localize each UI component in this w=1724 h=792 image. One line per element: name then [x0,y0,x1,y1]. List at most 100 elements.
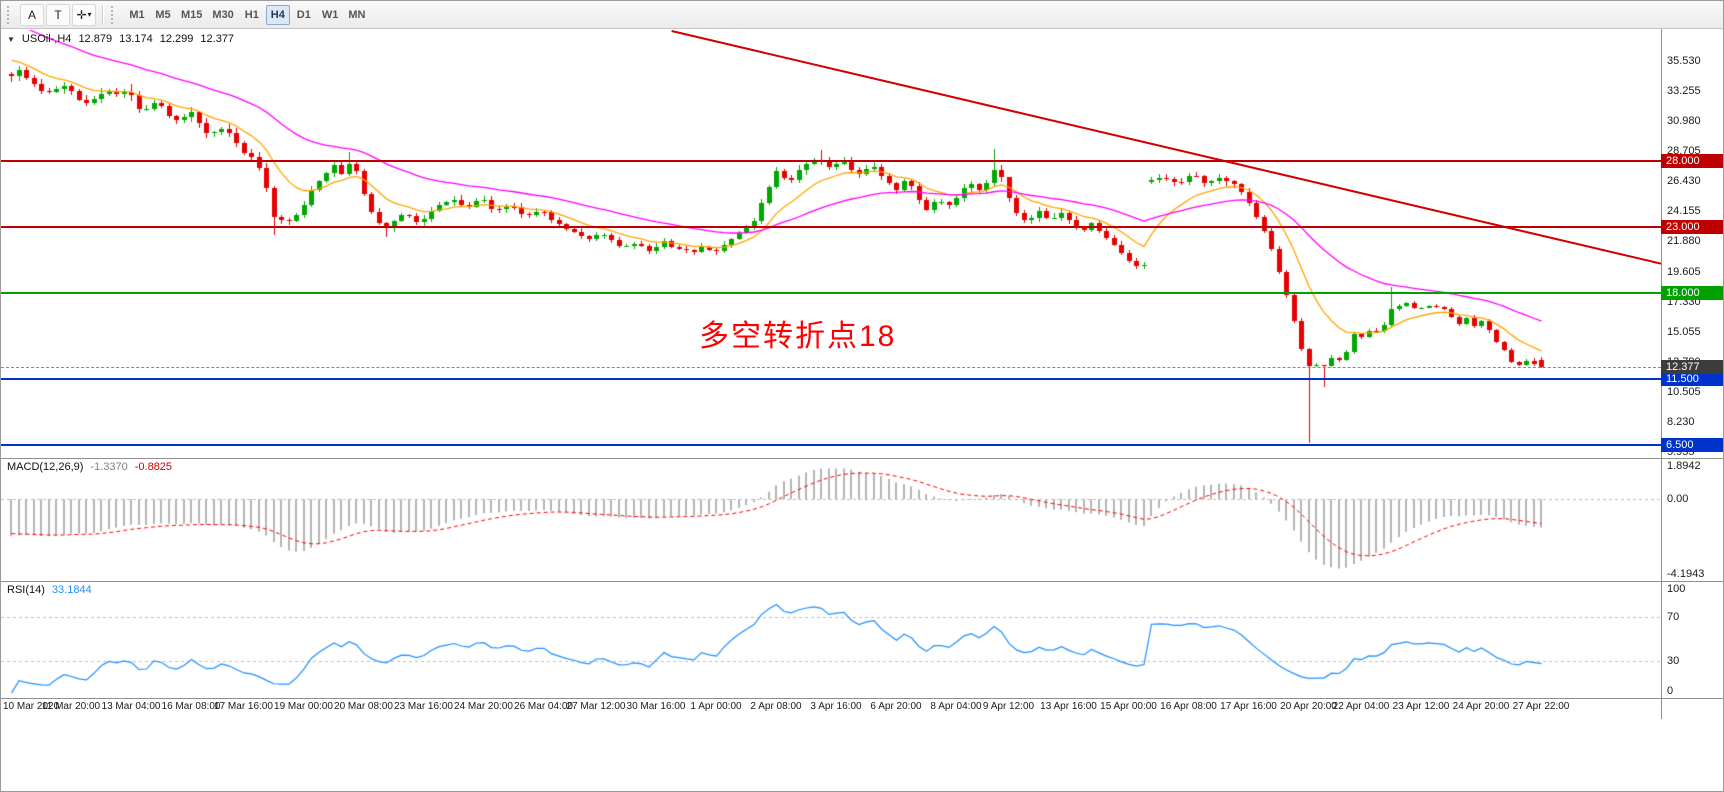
ohlc-close: 12.377 [200,33,235,45]
ohlc-open: 12.879 [78,33,113,45]
macd-panel[interactable] [1,459,1661,581]
time-axis-label: 27 Mar 12:00 [566,701,626,712]
time-axis-label: 23 Mar 16:00 [394,701,453,712]
time-axis-label: 8 Apr 04:00 [930,701,982,712]
time-axis-label: 9 Apr 12:00 [982,701,1035,712]
price-tick-label: 19.605 [1667,265,1701,278]
toolbar: A T ✛ ▾ M1 M5 M15 M30 H1 H4 D1 W1 MN [1,1,1723,29]
time-axis-label: 11 Mar 20:00 [41,701,101,712]
time-axis-divider [1,698,1723,699]
chevron-down-icon: ▾ [87,10,92,19]
price-tick-label: 26.430 [1667,175,1701,188]
time-axis-label: 27 Apr 22:00 [1512,701,1570,712]
text-label-tool-button[interactable]: A [20,3,44,26]
time-axis-label: 15 Apr 00:00 [1100,701,1157,712]
macd-axis-label: -4.1943 [1667,568,1705,580]
trendline-layer [671,30,1661,265]
toolbar-grip[interactable] [7,5,13,24]
time-axis-label: 1 Apr 00:00 [690,701,742,712]
rsi-axis-label: 70 [1667,611,1680,623]
current-price-line [1,367,1661,369]
time-axis-label: 16 Mar 08:00 [161,701,221,712]
price-tick-label: 10.505 [1667,385,1701,398]
macd-label: MACD(12,26,9) -1.3370 -0.8825 [7,461,172,473]
time-axis-label: 16 Apr 08:00 [1160,701,1217,712]
time-axis-label: 24 Apr 20:00 [1452,701,1510,712]
time-axis-label: 20 Mar 08:00 [334,701,393,712]
time-axis-label: 17 Mar 16:00 [214,701,273,712]
time-axis-label: 13 Apr 16:00 [1040,701,1097,712]
timeframe-button-d1[interactable]: D1 [292,5,316,25]
chart-menu-expander[interactable]: ▼ [7,34,15,44]
time-axis-label: 2 Apr 08:00 [750,701,802,712]
crosshair-icon: ✛ [76,7,87,22]
ohlc-high: 13.174 [119,33,153,45]
timeframe-button-w1[interactable]: W1 [318,5,343,25]
price-tick-label: 35.530 [1667,54,1701,67]
macd-axis-label: 1.8942 [1667,460,1701,472]
symbol-title: USOil-,H4 [21,33,72,45]
time-axis-label: 22 Apr 04:00 [1332,701,1390,712]
timeframe-button-m1[interactable]: M1 [125,5,149,25]
panel-divider[interactable] [1,581,1723,582]
rsi-panel[interactable] [1,582,1661,698]
toolbar-grip[interactable] [111,5,117,24]
rsi-axis-label: 100 [1667,583,1686,595]
time-axis-label: 3 Apr 16:00 [810,701,862,712]
time-axis-label: 23 Apr 12:00 [1392,701,1450,712]
rsi-name: RSI(14) [7,584,45,596]
time-axis-label: 17 Apr 16:00 [1220,701,1277,712]
price-tick-label: 24.155 [1667,205,1701,218]
timeframe-button-h4[interactable]: H4 [265,4,290,25]
time-axis-label: 20 Apr 20:00 [1280,701,1337,712]
timeframe-button-m30[interactable]: M30 [208,5,237,25]
price-line-23.000[interactable] [1,225,1661,228]
price-badge-6.500: 6.500 [1661,437,1723,452]
macd-name: MACD(12,26,9) [7,461,84,473]
price-tick-label: 30.980 [1667,115,1701,128]
rsi-axis-label: 0 [1667,685,1674,697]
timeframe-button-mn[interactable]: MN [344,5,369,25]
price-badge-18.000: 18.000 [1661,285,1723,300]
time-axis-label: 19 Mar 00:00 [274,701,333,712]
rsi-label: RSI(14) 33.1844 [7,584,92,596]
macd-main-value: -1.3370 [90,461,128,473]
type-tool-button[interactable]: T [46,3,70,26]
price-tick-label: 15.055 [1667,325,1701,338]
time-axis-label: 26 Mar 04:00 [514,701,573,712]
draw-tools-button[interactable]: ✛ ▾ [72,3,96,26]
current-price-badge: 12.377 [1661,360,1723,375]
type-tool-icon: T [54,7,62,22]
macd-signal-value: -0.8825 [134,461,173,473]
time-axis-label: 10 Mar 2020 [3,701,60,712]
time-axis-label: 30 Mar 16:00 [626,701,686,712]
symbol-bar: ▼ USOil-,H4 12.879 13.174 12.299 12.377 [7,33,234,45]
ohlc-low: 12.299 [159,33,194,45]
price-line-28.000[interactable] [1,159,1661,162]
macd-axis-label: 0.00 [1667,493,1689,506]
rsi-value: 33.1844 [51,584,92,596]
timeframe-button-m5[interactable]: M5 [151,5,175,25]
timeframe-button-m15[interactable]: M15 [177,5,206,25]
toolbar-separator [102,4,103,25]
price-tick-label: 21.880 [1667,235,1701,248]
price-badge-28.000: 28.000 [1661,153,1723,168]
descending-trendline[interactable] [671,30,1661,265]
time-axis-label: 13 Mar 04:00 [101,701,161,712]
timeframe-button-h1[interactable]: H1 [240,5,264,25]
price-badge-11.500: 11.500 [1661,371,1723,386]
time-axis[interactable]: 10 Mar 2020 11 Mar 20:00 13 Mar 04:00 16 Ma… [1,699,1661,718]
timeframe-toolbar: M1 M5 M15 M30 H1 H4 D1 W1 MN [124,4,370,25]
price-line-18.000[interactable] [1,291,1661,294]
time-axis-label: 24 Mar 20:00 [454,701,513,712]
panel-divider[interactable] [1,458,1723,459]
price-line-6.500[interactable] [1,443,1661,446]
rsi-axis-label: 30 [1667,655,1680,667]
text-tool-icon: A [27,7,36,22]
price-tick-label: 8.230 [1667,415,1695,428]
chart-text-annotation[interactable]: 多空转折点18 [699,320,897,353]
price-line-11.500[interactable] [1,377,1661,380]
time-axis-label: 6 Apr 20:00 [870,701,922,712]
